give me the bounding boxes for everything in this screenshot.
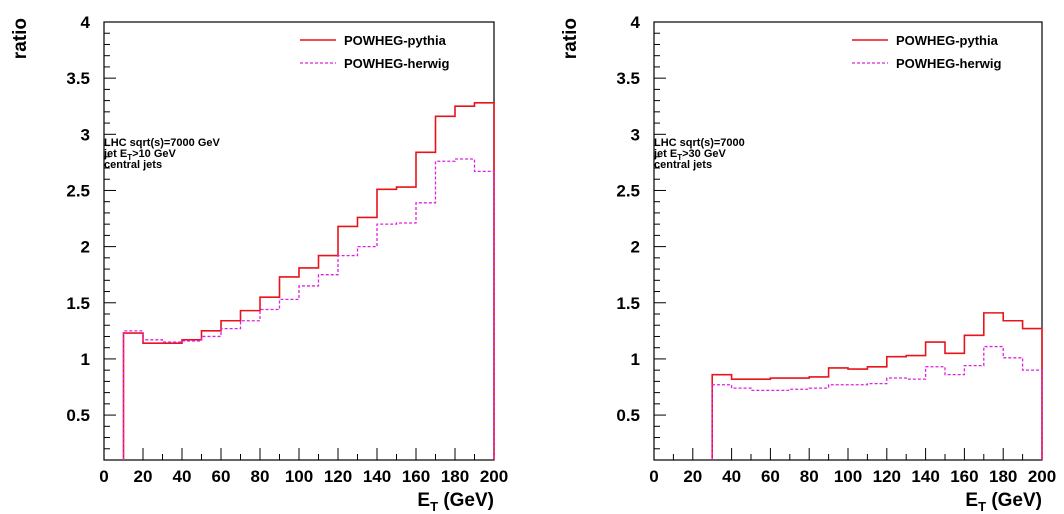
- y-tick-label: 2.5: [616, 181, 640, 200]
- annotation-line-central: central jets: [104, 159, 162, 171]
- x-tick-label: 180: [441, 467, 469, 486]
- annotation-line-jet-cut: jet ET>10 GeV: [103, 148, 177, 162]
- y-tick-label: 3: [81, 125, 90, 144]
- x-tick-label: 180: [989, 467, 1017, 486]
- legend-label: POWHEG-pythia: [896, 33, 999, 48]
- x-tick-label: 200: [480, 467, 508, 486]
- y-tick-label: 3: [631, 125, 640, 144]
- x-tick-label: 0: [649, 467, 658, 486]
- x-tick-label: 160: [950, 467, 978, 486]
- x-tick-label: 200: [1028, 467, 1056, 486]
- y-tick-label: 2: [631, 238, 640, 257]
- x-tick-label: 60: [761, 467, 780, 486]
- x-axis-title-unit: (GeV): [986, 490, 1042, 511]
- x-tick-label: 140: [363, 467, 391, 486]
- x-axis-title: ET (GeV): [417, 490, 494, 514]
- y-tick-label: 1: [631, 350, 640, 369]
- x-tick-label: 80: [251, 467, 270, 486]
- x-tick-label: 40: [722, 467, 741, 486]
- annotation-threshold: >30 GeV: [682, 148, 726, 160]
- y-tick-label: 1.5: [66, 294, 90, 313]
- series-line-powheg-herwig: [711, 345, 1043, 460]
- x-tick-label: 60: [212, 467, 231, 486]
- annotation-line-energy: LHC sqrt(s)=7000 GeV: [104, 137, 221, 149]
- annotation-subscript: T: [127, 153, 132, 162]
- y-tick-label: 2.5: [66, 181, 90, 200]
- x-tick-label: 100: [834, 467, 862, 486]
- series-line-powheg-pythia: [122, 102, 495, 460]
- x-tick-label: 120: [873, 467, 901, 486]
- y-axis-title: ratio: [560, 18, 581, 59]
- y-tick-label: 0.5: [66, 406, 90, 425]
- annotation-jet: jet E: [653, 148, 677, 160]
- x-tick-label: 20: [683, 467, 702, 486]
- x-tick-label: 20: [134, 467, 153, 486]
- chart-panel-1: 0 20 40 60 80 100 120 140 160 180 200 0.5 1 1.5 2 2.5 3 3…: [10, 13, 508, 514]
- x-tick-label: 80: [800, 467, 819, 486]
- y-tick-label: 2: [81, 238, 90, 257]
- y-tick-label: 3.5: [616, 69, 640, 88]
- x-tick-label: 140: [911, 467, 939, 486]
- x-tick-label: 40: [173, 467, 192, 486]
- x-tick-label: 0: [99, 467, 108, 486]
- x-axis-title-symbol: E: [417, 490, 430, 511]
- annotation-jet: jet E: [103, 148, 127, 160]
- x-axis-title-subscript: T: [430, 499, 438, 514]
- y-tick-label: 1.5: [616, 294, 640, 313]
- annotation-line-jet-cut: jet ET>30 GeV: [653, 148, 727, 162]
- legend-label: POWHEG-herwig: [896, 56, 1002, 71]
- legend-label: POWHEG-pythia: [344, 33, 447, 48]
- y-tick-label: 4: [81, 13, 91, 32]
- annotation-subscript: T: [677, 153, 682, 162]
- legend-label: POWHEG-herwig: [344, 56, 450, 71]
- x-axis-title: ET (GeV): [965, 490, 1042, 514]
- chart-panel-2: 0 20 40 60 80 100 120 140 160 180 200 0.5 1 1.5 2 2.5 3 3…: [560, 13, 1056, 514]
- y-tick-label: 4: [631, 13, 641, 32]
- x-axis-title-subscript: T: [978, 499, 986, 514]
- x-tick-label: 120: [324, 467, 352, 486]
- y-tick-label: 1: [81, 350, 90, 369]
- y-axis-title: ratio: [10, 18, 31, 59]
- y-tick-label: 3.5: [66, 69, 90, 88]
- series-line-powheg-herwig: [122, 158, 495, 460]
- x-axis-title-symbol: E: [965, 490, 978, 511]
- x-tick-label: 100: [285, 467, 313, 486]
- annotation-line-energy: LHC sqrt(s)=7000: [654, 137, 745, 149]
- x-axis-title-unit: (GeV): [438, 490, 494, 511]
- series-line-powheg-pythia: [711, 312, 1043, 460]
- annotation-threshold: >10 GeV: [132, 148, 176, 160]
- y-tick-label: 0.5: [616, 406, 640, 425]
- annotation-line-central: central jets: [654, 159, 712, 171]
- plot-frame: [103, 21, 495, 461]
- x-tick-label: 160: [402, 467, 430, 486]
